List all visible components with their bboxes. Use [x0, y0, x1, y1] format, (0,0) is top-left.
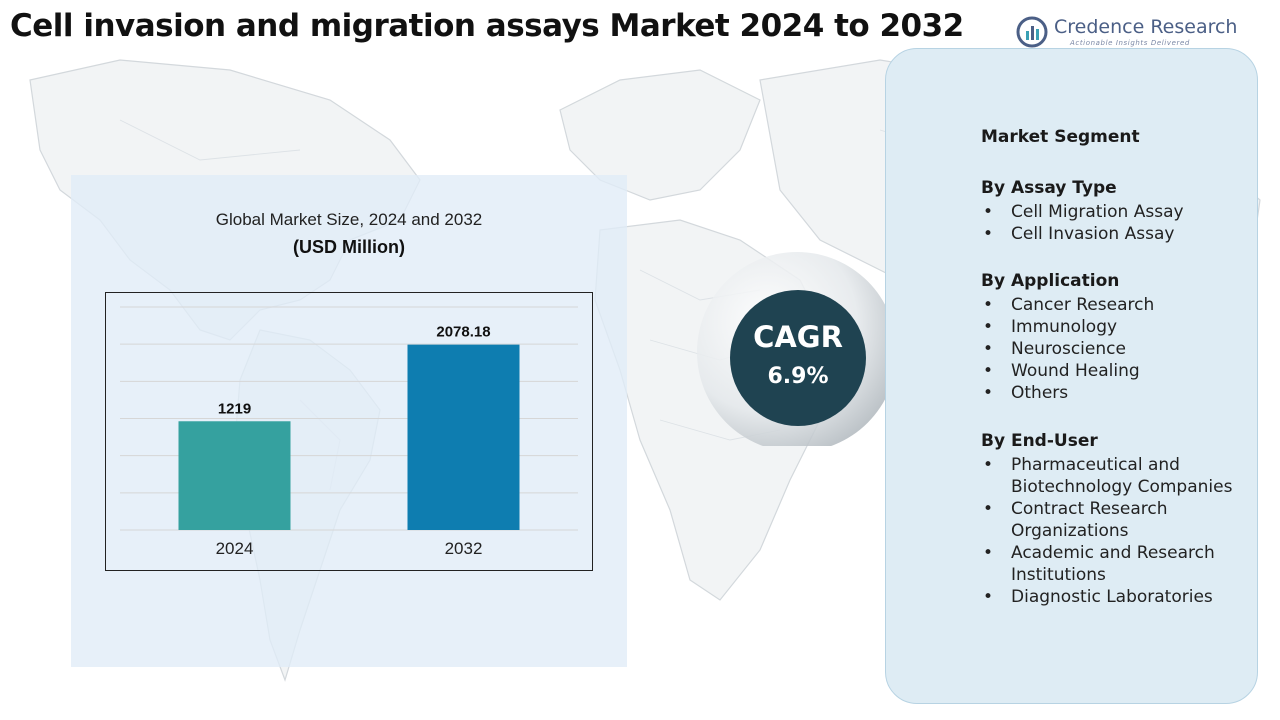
bar-2024	[178, 421, 291, 530]
segment-item: • Cancer Research	[982, 295, 1155, 315]
segment-item: • Diagnostic Laboratories	[982, 587, 1213, 607]
segment-item: • Cell Invasion Assay	[982, 224, 1175, 244]
x-tick-label-2024: 2024	[216, 539, 254, 558]
chart-frame: 1219 2024 2078.18 2032	[105, 292, 593, 571]
segment-item: • Contract Research Organizations	[982, 499, 1168, 541]
segment-item: • Academic and Research Institutions	[982, 543, 1215, 585]
segment-item: • Cell Migration Assay	[982, 202, 1184, 222]
segment-group-end-user: By End-User • Pharmaceutical and Biotechn…	[981, 430, 1251, 608]
segment-group-title: By Application	[981, 271, 1120, 291]
data-label-2024: 1219	[218, 400, 251, 417]
segment-group-title: By Assay Type	[981, 178, 1117, 198]
x-tick-label-2032: 2032	[445, 539, 483, 558]
segment-item: • Others	[982, 383, 1069, 403]
data-label-2032: 2078.18	[436, 324, 490, 341]
chart-unit: (USD Million)	[293, 237, 405, 257]
segment-item: • Immunology	[982, 317, 1118, 337]
cagr-circle: CAGR 6.9%	[730, 290, 866, 426]
chart-panel: Global Market Size, 2024 and 2032 (USD M…	[71, 175, 627, 667]
page-title: Cell invasion and migration assays Marke…	[10, 8, 964, 44]
segment-heading: Market Segment	[981, 127, 1140, 147]
market-segment-panel: Market Segment By Assay Type • Cell Migra…	[885, 48, 1258, 704]
bar-chart: 1219 2024 2078.18 2032	[120, 306, 578, 558]
logo-tagline: Actionable Insights Delivered	[1070, 39, 1190, 47]
segment-item: • Pharmaceutical and Biotechnology Compan…	[982, 455, 1233, 497]
segment-item: • Neuroscience	[982, 339, 1126, 359]
credence-research-logo-icon	[1016, 16, 1048, 48]
segment-group-title: By End-User	[981, 431, 1098, 451]
company-logo: Credence Research Actionable Insights De…	[1016, 16, 1237, 48]
cagr-label: CAGR	[753, 320, 843, 354]
bar-2032	[407, 344, 520, 530]
cagr-value: 6.9%	[767, 364, 829, 389]
chart-title: Global Market Size, 2024 and 2032	[215, 210, 483, 229]
segment-group-application: By Application • Cancer Research • Immunol…	[981, 270, 1251, 404]
cagr-badge: CAGR 6.9%	[697, 246, 897, 446]
segment-item: • Wound Healing	[982, 361, 1140, 381]
segment-group-assay-type: By Assay Type • Cell Migration Assay • Cel…	[981, 177, 1251, 245]
logo-name: Credence Research	[1054, 16, 1238, 38]
